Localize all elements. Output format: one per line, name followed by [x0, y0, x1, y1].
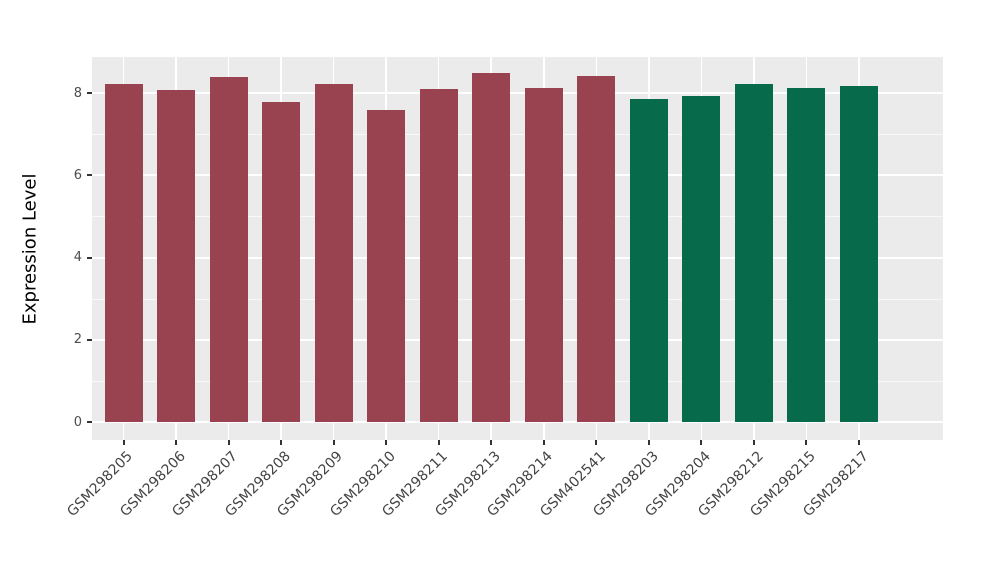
y-tick-label-0: 0 — [73, 414, 82, 430]
gridline-minor-y5 — [92, 216, 943, 218]
bar-GSM298208 — [262, 102, 301, 422]
x-tick-mark-GSM298209 — [332, 440, 335, 445]
y-tick-mark-8 — [87, 92, 92, 94]
x-tick-mark-GSM298203 — [647, 440, 650, 445]
bar-GSM298213 — [472, 73, 511, 422]
bar-GSM402541 — [577, 75, 616, 422]
gridline-major-y6 — [92, 174, 943, 177]
bar-GSM298210 — [367, 109, 406, 422]
bar-GSM298209 — [314, 83, 353, 422]
x-tick-mark-GSM298214 — [542, 440, 545, 445]
gridline-major-y2 — [92, 338, 943, 341]
bar-GSM298207 — [209, 76, 248, 422]
gridline-major-y8 — [92, 92, 943, 94]
y-tick-label-4: 4 — [73, 250, 82, 265]
x-tick-mark-GSM298215 — [805, 440, 808, 445]
y-tick-mark-4 — [87, 256, 92, 259]
y-tick-label-8: 8 — [73, 85, 82, 101]
x-tick-mark-GSM298206 — [175, 440, 178, 445]
x-tick-mark-GSM298211 — [437, 440, 440, 445]
bar-GSM298217 — [839, 86, 878, 422]
gridline-major-y4 — [92, 256, 943, 259]
bar-GSM298214 — [524, 87, 563, 422]
bar-GSM298206 — [157, 89, 196, 422]
x-tick-mark-GSM298217 — [857, 440, 860, 445]
bar-GSM298211 — [419, 88, 458, 422]
plot-panel — [92, 57, 943, 440]
y-tick-label-6: 6 — [73, 167, 82, 183]
x-tick-mark-GSM298208 — [280, 440, 283, 445]
x-tick-mark-GSM402541 — [595, 440, 598, 445]
gridline-minor-y3 — [92, 298, 943, 300]
x-tick-mark-GSM298205 — [122, 440, 125, 445]
x-tick-mark-GSM298210 — [385, 440, 388, 445]
y-axis-title: Expression Level — [19, 173, 41, 324]
x-tick-mark-GSM298213 — [490, 440, 493, 445]
y-tick-mark-6 — [87, 174, 92, 177]
bar-GSM298212 — [734, 83, 773, 422]
x-tick-mark-GSM298212 — [752, 440, 755, 445]
gridline-minor-y1 — [92, 380, 943, 382]
bar-GSM298203 — [629, 98, 668, 422]
gridline-minor-y7 — [92, 134, 943, 136]
x-tick-mark-GSM298204 — [700, 440, 703, 445]
gridline-major-y0 — [92, 421, 943, 423]
bar-GSM298215 — [787, 88, 826, 422]
y-tick-mark-0 — [87, 421, 92, 423]
y-tick-mark-2 — [87, 338, 92, 341]
x-tick-mark-GSM298207 — [227, 440, 230, 445]
bar-GSM298204 — [682, 95, 721, 422]
bar-GSM298205 — [104, 83, 143, 422]
y-tick-label-2: 2 — [73, 332, 82, 348]
